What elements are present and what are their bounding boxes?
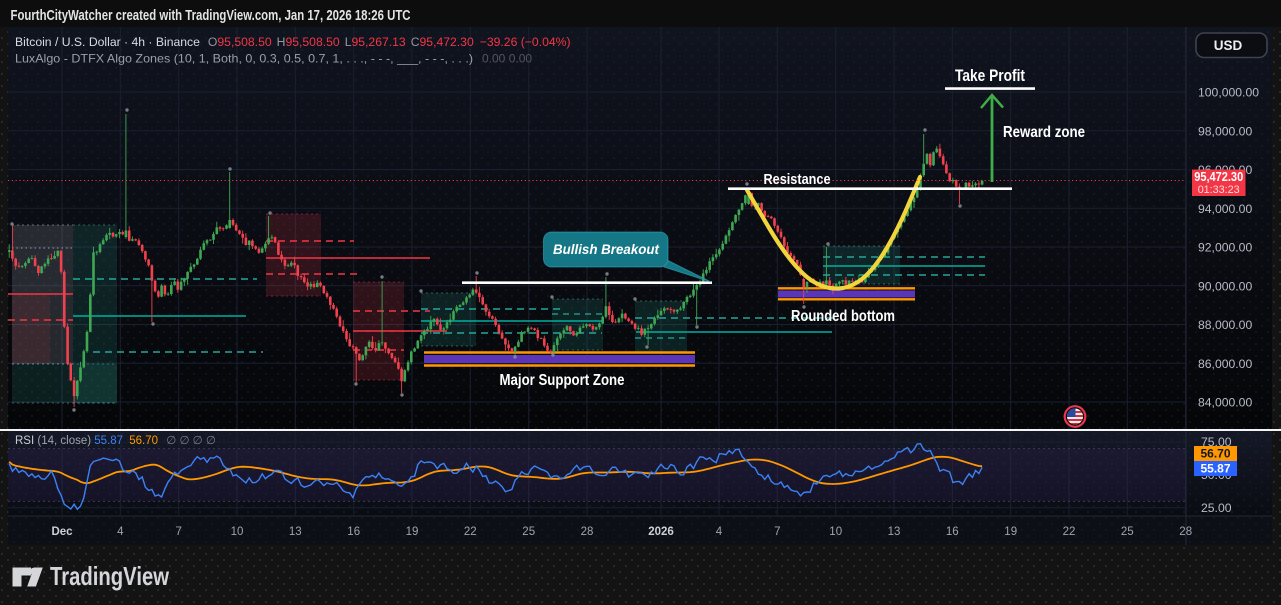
svg-text:TradingView: TradingView <box>50 561 170 591</box>
svg-text:19: 19 <box>406 526 419 538</box>
svg-text:94,000.00: 94,000.00 <box>1198 202 1252 216</box>
svg-text:LuxAlgo - DTFX Algo Zones (10,: LuxAlgo - DTFX Algo Zones (10, 1, Both, … <box>15 52 473 66</box>
svg-text:Bitcoin / U.S. Dollar · 4h · B: Bitcoin / U.S. Dollar · 4h · Binance O95,… <box>15 35 571 49</box>
svg-text:16: 16 <box>347 526 360 538</box>
svg-text:RSI (14, close) 55.87 56.70 ∅: RSI (14, close) 55.87 56.70 ∅ ∅ ∅ ∅ <box>15 435 216 447</box>
svg-text:Take Profit: Take Profit <box>955 67 1025 85</box>
svg-text:2026: 2026 <box>648 526 674 538</box>
svg-text:55.87: 55.87 <box>1200 462 1230 476</box>
svg-text:22: 22 <box>1063 526 1076 538</box>
svg-text:25: 25 <box>522 526 535 538</box>
svg-text:75.00: 75.00 <box>1201 435 1232 449</box>
svg-text:10: 10 <box>231 526 244 538</box>
svg-text:Bullish Breakout: Bullish Breakout <box>553 242 659 257</box>
svg-text:FourthCityWatcher created with: FourthCityWatcher created with TradingVi… <box>11 8 411 24</box>
svg-text:7: 7 <box>175 526 181 538</box>
svg-text:0.00 0.00: 0.00 0.00 <box>482 52 532 66</box>
svg-text:01:33:23: 01:33:23 <box>1198 184 1240 196</box>
svg-text:86,000.00: 86,000.00 <box>1198 357 1252 371</box>
svg-text:USD: USD <box>1214 38 1243 53</box>
svg-text:25: 25 <box>1121 526 1134 538</box>
svg-text:16: 16 <box>946 526 959 538</box>
svg-text:88,000.00: 88,000.00 <box>1198 318 1252 332</box>
svg-text:10: 10 <box>829 526 842 538</box>
svg-text:Rounded bottom: Rounded bottom <box>791 308 895 325</box>
svg-text:90,000.00: 90,000.00 <box>1198 279 1252 293</box>
svg-text:Dec: Dec <box>51 526 73 538</box>
svg-text:95,472.30: 95,472.30 <box>1194 170 1243 184</box>
svg-text:56.70: 56.70 <box>1200 447 1230 461</box>
svg-text:98,000.00: 98,000.00 <box>1198 124 1252 138</box>
svg-text:13: 13 <box>289 526 302 538</box>
svg-text:25.00: 25.00 <box>1201 501 1232 515</box>
svg-text:Reward zone: Reward zone <box>1003 124 1085 141</box>
svg-text:84,000.00: 84,000.00 <box>1198 396 1252 410</box>
svg-text:28: 28 <box>581 526 594 538</box>
svg-text:92,000.00: 92,000.00 <box>1198 241 1252 255</box>
svg-text:4: 4 <box>117 526 124 538</box>
svg-text:Resistance: Resistance <box>764 171 831 188</box>
svg-text:13: 13 <box>888 526 901 538</box>
svg-text:19: 19 <box>1004 526 1017 538</box>
svg-text:Major Support Zone: Major Support Zone <box>500 372 625 389</box>
svg-text:4: 4 <box>716 526 723 538</box>
svg-text:28: 28 <box>1179 526 1192 538</box>
svg-text:100,000.00: 100,000.00 <box>1198 86 1259 100</box>
svg-text:7: 7 <box>774 526 780 538</box>
svg-text:22: 22 <box>464 526 477 538</box>
